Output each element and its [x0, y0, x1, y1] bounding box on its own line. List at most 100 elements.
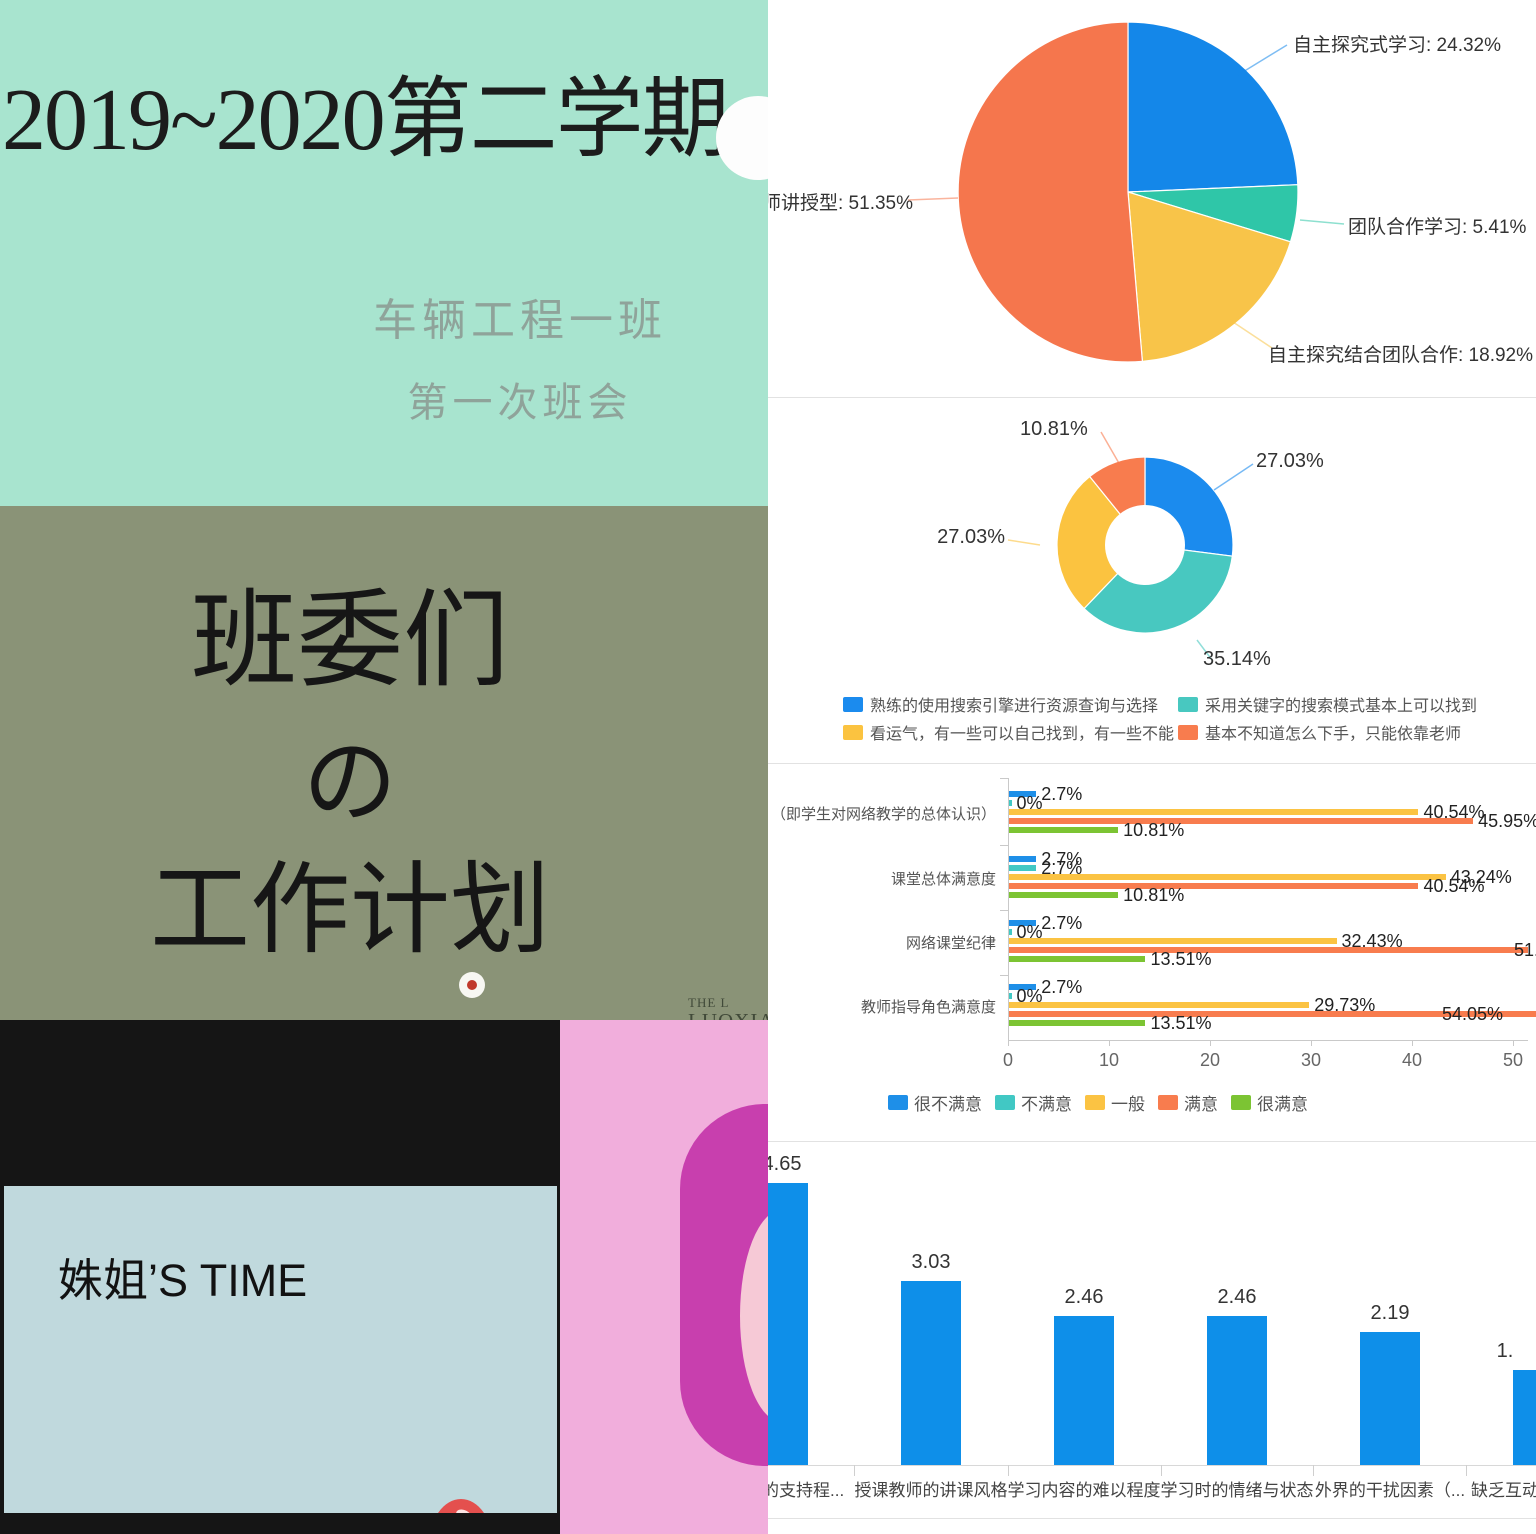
bar-segment [1009, 883, 1419, 889]
legend-label: 不满意 [1021, 1095, 1072, 1114]
pie-label-teacher-led: 师讲授型: 51.35% [762, 193, 913, 214]
legend-item: 很满意 [1231, 1090, 1308, 1115]
bar-segment [1009, 800, 1012, 806]
hbar-category-label: 教师指导角色满意度 [860, 999, 996, 1016]
pie-label-self-study: 自主探究式学习: 24.32% [1293, 35, 1501, 56]
legend-swatch [995, 1095, 1015, 1110]
pie-callout-line [1299, 219, 1345, 225]
x-tick-mark [1513, 1040, 1514, 1046]
x-tick-mark [1412, 1040, 1413, 1046]
pie-slice [1127, 191, 1292, 363]
donut-slice [1083, 544, 1233, 634]
legend-label: 很不满意 [914, 1095, 982, 1114]
legend-item: 很不满意 [888, 1090, 982, 1115]
category-tick [1008, 1465, 1009, 1476]
bar-segment [1009, 791, 1037, 797]
donut-value-label: 27.03% [1256, 450, 1324, 472]
category-tick [1466, 1465, 1467, 1476]
axis-tick-label: 20 [1199, 1050, 1221, 1070]
bar-value-label: 3.03 [911, 1251, 951, 1274]
bar-segment [1009, 929, 1012, 935]
watermark: THE L LUOXIA [688, 996, 768, 1020]
bar-value-label: 0% [1016, 922, 1043, 942]
red-dot-logo [459, 972, 485, 998]
bar [1513, 1370, 1536, 1465]
time-slide: 姝姐’S TIME [4, 1186, 557, 1513]
pie-callout-line [907, 197, 959, 201]
semester-subtitle: 车辆工程一班 第一次班会 [330, 284, 710, 428]
category-label: 缺乏互动 [1471, 1481, 1536, 1500]
donut-slice [1056, 475, 1146, 610]
x-axis-line [1008, 1040, 1528, 1041]
category-tick [1000, 845, 1008, 846]
legend-swatch [843, 724, 863, 740]
semester-title-slide: 2019~2020第二学期 车辆工程一班 第一次班会 [0, 0, 768, 506]
pie-label-combined-study: 自主探究结合团队合作: 18.92% [1268, 345, 1533, 366]
category-label: 学习内容的难以程度 [1007, 1481, 1161, 1500]
bar-segment [1009, 827, 1119, 833]
legend-label: 基本不知道怎么下手，只能依靠老师 [1205, 726, 1462, 743]
red-dot [467, 980, 477, 990]
bar-value-label: 43.24% [1450, 867, 1512, 887]
bar [1360, 1332, 1420, 1465]
bar-value-label: 2.7% [1041, 913, 1083, 933]
bar-value-label: 40.54% [1423, 876, 1485, 896]
hbar-category-label: （即学生对网络教学的总体认识） [770, 806, 996, 823]
legend-item: 采用关键字的搜索模式基本上可以找到 [1178, 692, 1477, 716]
legend-label: 很满意 [1257, 1095, 1308, 1114]
legend-label: 采用关键字的搜索模式基本上可以找到 [1205, 698, 1478, 715]
legend-item: 基本不知道怎么下手，只能依靠老师 [1178, 720, 1461, 744]
bar-segment [1009, 818, 1474, 824]
bar-segment [1009, 874, 1446, 880]
category-label: 的支持程... [762, 1481, 845, 1500]
pie-callout-line [1237, 44, 1288, 76]
bar-segment [1009, 956, 1146, 962]
bar-value-label: 51.35% [1514, 940, 1536, 960]
bar-segment [1009, 938, 1337, 944]
x-tick-mark [1008, 1040, 1009, 1046]
hbar-category-label: 网络课堂纪律 [905, 935, 996, 952]
legend-item: 不满意 [995, 1090, 1072, 1115]
pie-slice [957, 21, 1144, 363]
legend-label: 一般 [1111, 1095, 1145, 1114]
category-tick [1313, 1465, 1314, 1476]
legend-item: 一般 [1085, 1090, 1145, 1115]
bar-segment [1009, 1020, 1146, 1026]
legend-swatch [1085, 1095, 1105, 1110]
bar-value-label: 10.81% [1123, 885, 1185, 905]
bar-value-label: 2.19 [1370, 1302, 1410, 1325]
bar-segment [1009, 947, 1528, 953]
watermark-line1: THE L [688, 995, 730, 1010]
bar-value-label: 0% [1016, 793, 1043, 813]
donut-callout-line [1196, 639, 1213, 661]
y-axis-line [1008, 778, 1009, 1040]
legend-swatch [1178, 696, 1198, 712]
semester-title: 2019~2020第二学期 [2, 72, 730, 169]
category-tick [1000, 975, 1008, 976]
axis-tick-label: 30 [1300, 1050, 1322, 1070]
bar-value-label: 4.65 [762, 1153, 802, 1176]
legend-label: 看运气，有一些可以自己找到，有一些不能 [870, 726, 1175, 743]
legend-swatch [843, 696, 863, 712]
bar-segment [1009, 809, 1419, 815]
pie-callout-line [1229, 319, 1273, 349]
bar-value-label: 2.46 [1064, 1285, 1104, 1308]
bar-value-label: 40.54% [1423, 802, 1485, 822]
category-tick [854, 1465, 855, 1476]
donut-hole [1105, 505, 1185, 585]
donut-callout-line [1007, 539, 1041, 546]
bar-segment [1009, 856, 1037, 862]
legend-swatch [1158, 1095, 1178, 1110]
category-label: 学习时的情绪与状态 [1160, 1481, 1314, 1500]
bar-value-label: 2.7% [1041, 849, 1083, 869]
pie-slice [1127, 21, 1299, 193]
bar-segment [1009, 920, 1037, 926]
legend-item: 看运气，有一些可以自己找到，有一些不能 [843, 720, 1174, 744]
slides-column: 2019~2020第二学期 车辆工程一班 第一次班会 班委们 の 工作计划 TH… [0, 0, 768, 1534]
panel-divider [768, 763, 1536, 764]
bar-value-label: 10.81% [1123, 820, 1185, 840]
bar-segment [1009, 993, 1012, 999]
legend-item: 熟练的使用搜索引擎进行资源查询与选择 [843, 692, 1158, 716]
watermark-line2: LUOXIA [688, 1010, 768, 1020]
